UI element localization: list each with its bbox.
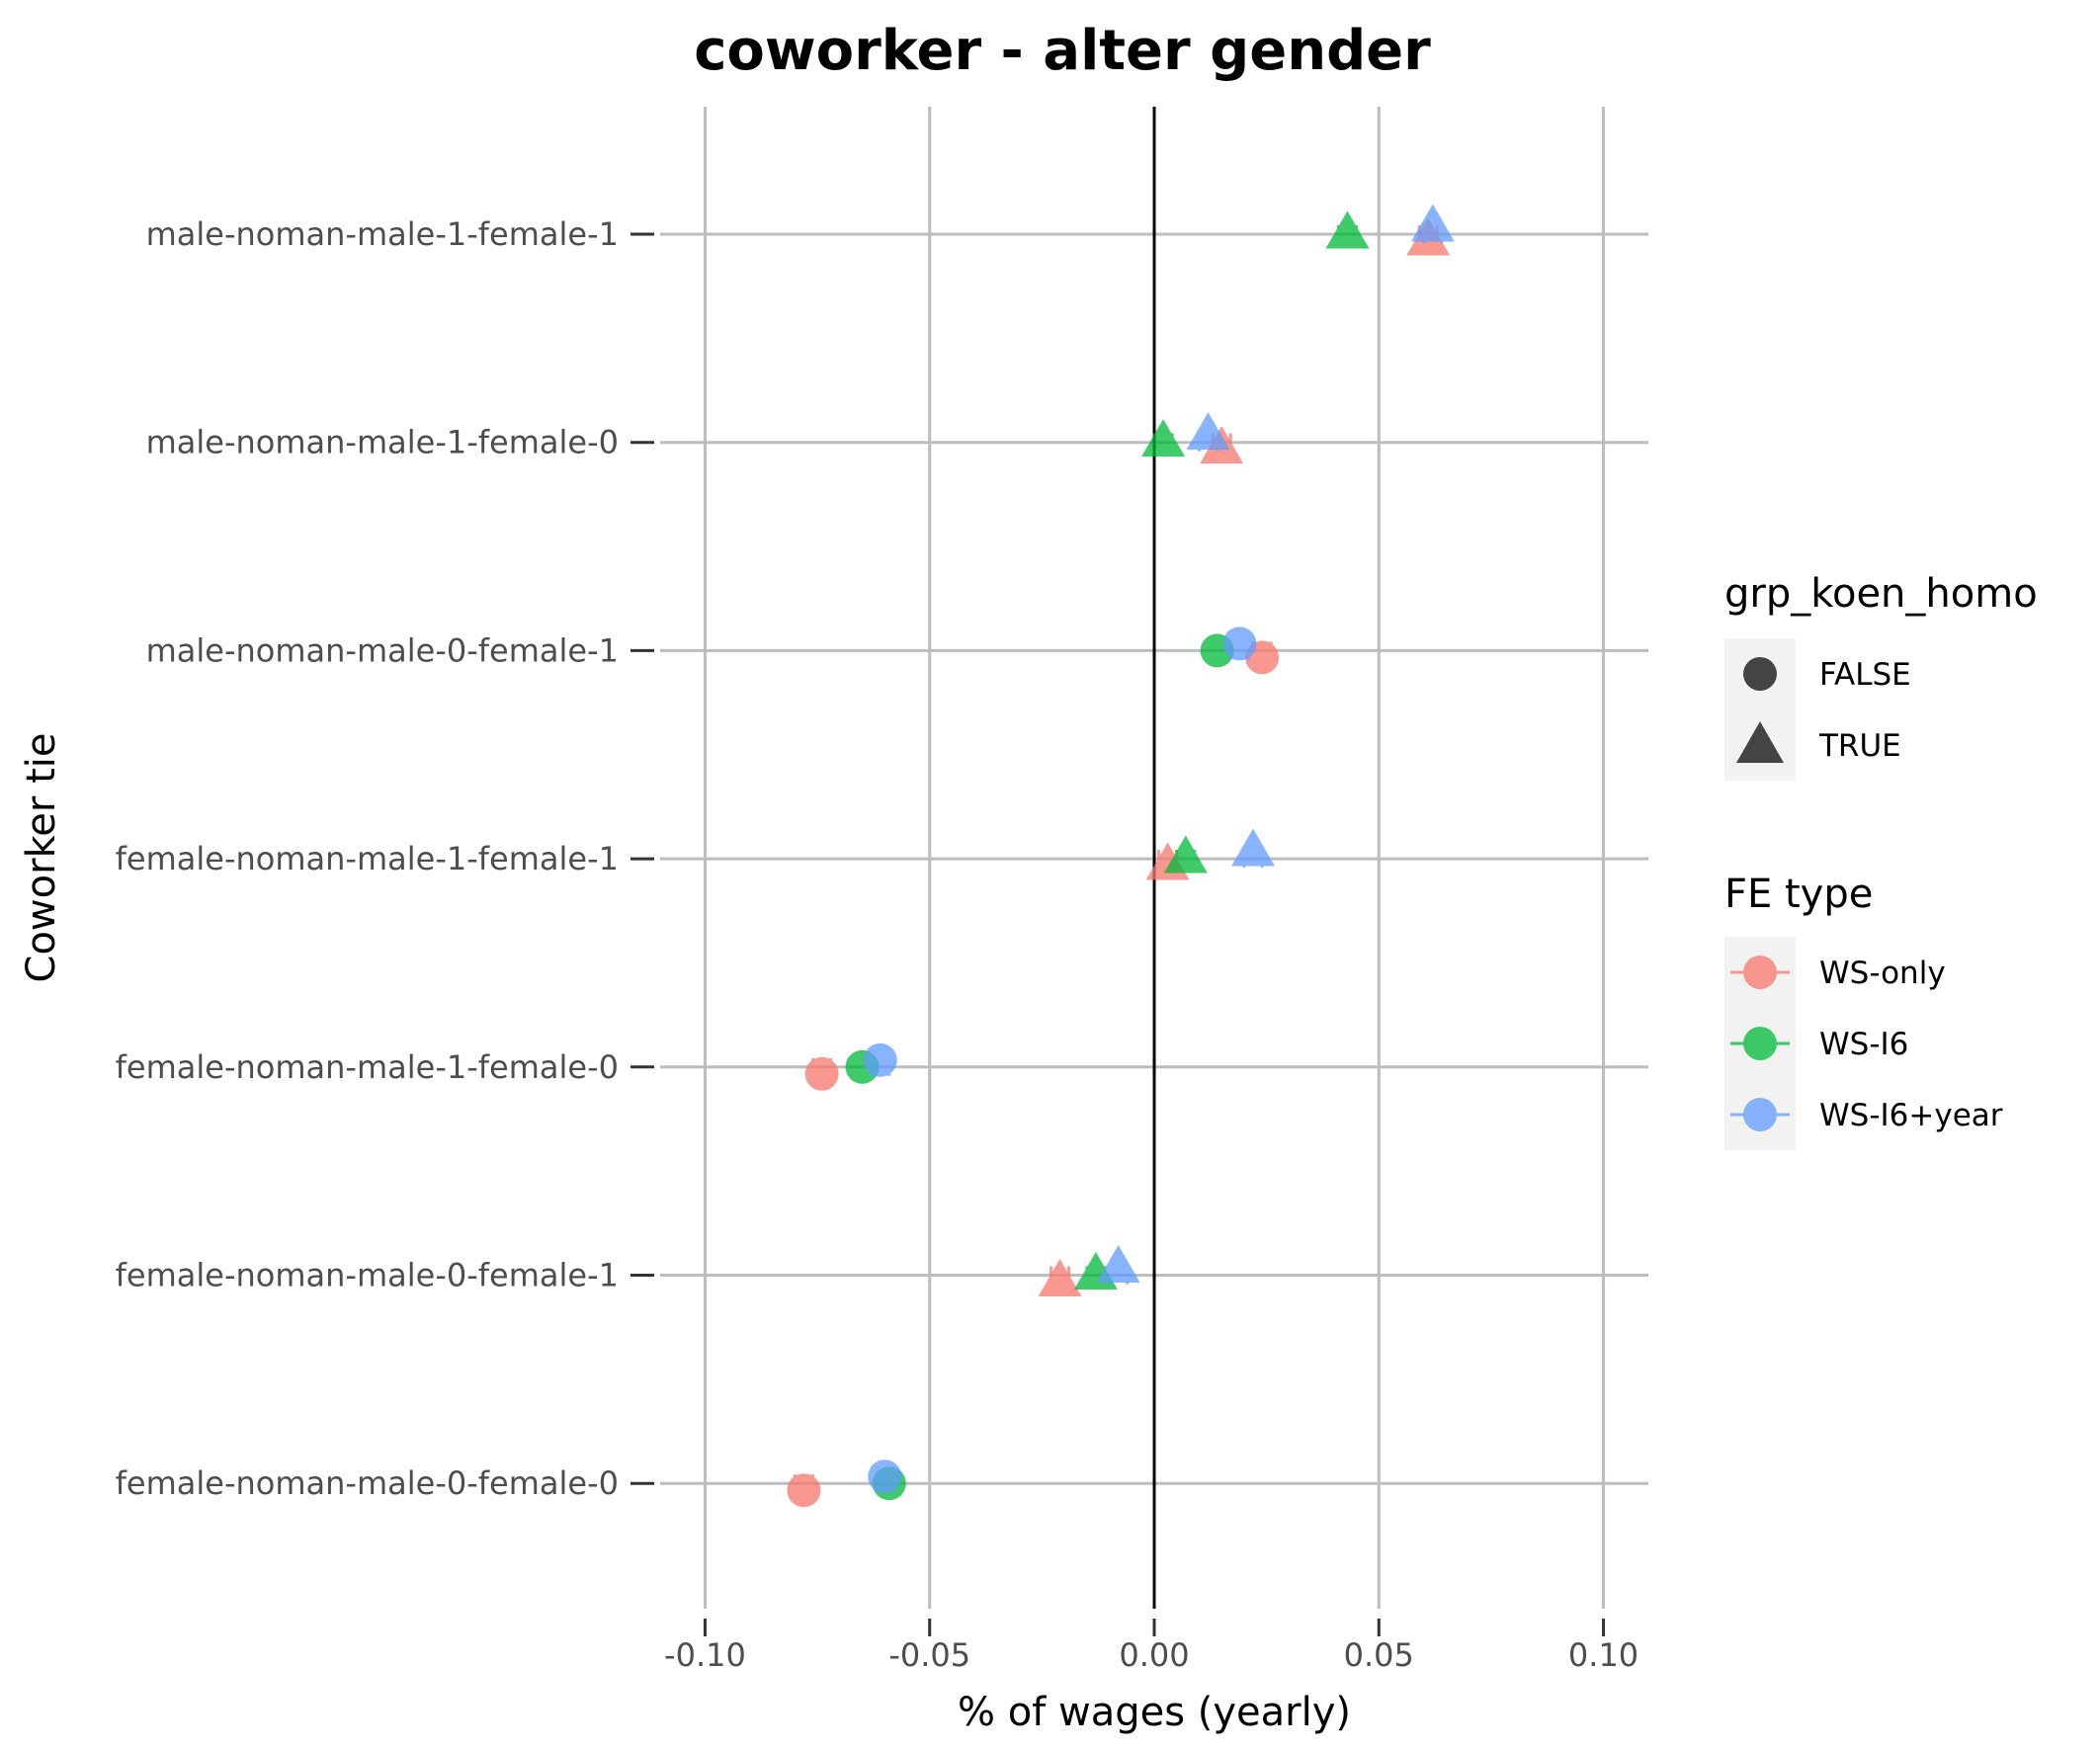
- y-tick-label: female-noman-male-1-female-1: [116, 840, 619, 877]
- circle-marker: [1222, 626, 1257, 661]
- data-point-WS-I6+year: [1231, 828, 1275, 869]
- data-point-WS-only: [804, 1056, 839, 1091]
- x-tick-label: -0.10: [664, 1636, 746, 1674]
- x-tick-label: 0.00: [1119, 1636, 1189, 1674]
- triangle-marker: [1141, 419, 1186, 458]
- color-key-WS-I6+year: [1730, 1098, 1790, 1131]
- color-legend-label: WS-I6+year: [1819, 1098, 2003, 1133]
- data-point-WS-I6+year: [1222, 626, 1257, 661]
- data-point-WS-I6: [1325, 210, 1370, 249]
- color-key-point: [1743, 1027, 1777, 1060]
- data-point-WS-I6+year: [1186, 412, 1230, 452]
- color-key-point: [1743, 956, 1777, 989]
- shape-legend-title: grp_koen_homo: [1724, 571, 2038, 617]
- color-legend-label: WS-only: [1819, 956, 1946, 991]
- triangle-shape-key: [1736, 721, 1784, 763]
- data-points: [787, 204, 1455, 1508]
- y-tick-label: male-noman-male-1-female-0: [146, 424, 619, 461]
- x-axis: -0.10 -0.05 0.00 0.05 0.10: [664, 1619, 1638, 1674]
- data-point-WS-I6+year: [863, 1042, 897, 1077]
- x-tick-label: 0.05: [1344, 1636, 1414, 1674]
- data-point-WS-I6+year: [868, 1459, 902, 1494]
- triangle-marker: [1325, 210, 1370, 249]
- data-point-WS-I6+year: [1096, 1244, 1140, 1285]
- triangle-marker: [1163, 835, 1208, 874]
- color-key-WS-only: [1730, 956, 1790, 989]
- color-key-WS-I6: [1730, 1027, 1790, 1060]
- circle-marker: [787, 1473, 821, 1508]
- circle-marker: [804, 1056, 839, 1091]
- data-point-WS-I6+year: [1410, 204, 1455, 243]
- color-legend-label: WS-I6: [1819, 1027, 1908, 1062]
- chart-title: coworker - alter gender: [694, 19, 1431, 83]
- triangle-marker: [1096, 1244, 1140, 1283]
- legend: grp_koen_homo FALSE TRUE FE type WS-only WS-I…: [1724, 571, 2038, 1150]
- y-tick-label: female-noman-male-0-female-0: [116, 1464, 619, 1502]
- x-tick-label: 0.10: [1568, 1636, 1638, 1674]
- data-point-WS-only: [787, 1473, 821, 1508]
- x-axis-title: % of wages (yearly): [958, 1690, 1351, 1735]
- y-axis-title: Coworker tie: [19, 733, 64, 983]
- x-tick-label: -0.05: [888, 1636, 970, 1674]
- y-tick-label: male-noman-male-0-female-1: [146, 631, 619, 669]
- data-point-WS-I6: [1141, 419, 1186, 458]
- data-point-WS-only: [1038, 1258, 1082, 1296]
- y-tick-label: female-noman-male-1-female-0: [116, 1048, 619, 1086]
- circle-shape-key: [1743, 657, 1777, 691]
- shape-legend-label: FALSE: [1819, 657, 1911, 693]
- y-tick-label: female-noman-male-0-female-1: [116, 1257, 619, 1294]
- shape-legend-label: TRUE: [1818, 728, 1901, 764]
- color-legend-title: FE type: [1724, 872, 1873, 917]
- color-key-point: [1743, 1098, 1777, 1131]
- y-axis: male-noman-male-1-female-1 male-noman-mal…: [116, 215, 654, 1502]
- triangle-marker: [1410, 204, 1455, 242]
- y-tick-label: male-noman-male-1-female-1: [146, 215, 619, 253]
- triangle-marker: [1186, 412, 1230, 451]
- data-point-WS-I6: [1163, 835, 1208, 874]
- triangle-marker: [1038, 1258, 1082, 1296]
- circle-marker: [868, 1459, 902, 1494]
- triangle-marker: [1231, 828, 1275, 867]
- circle-marker: [863, 1042, 897, 1077]
